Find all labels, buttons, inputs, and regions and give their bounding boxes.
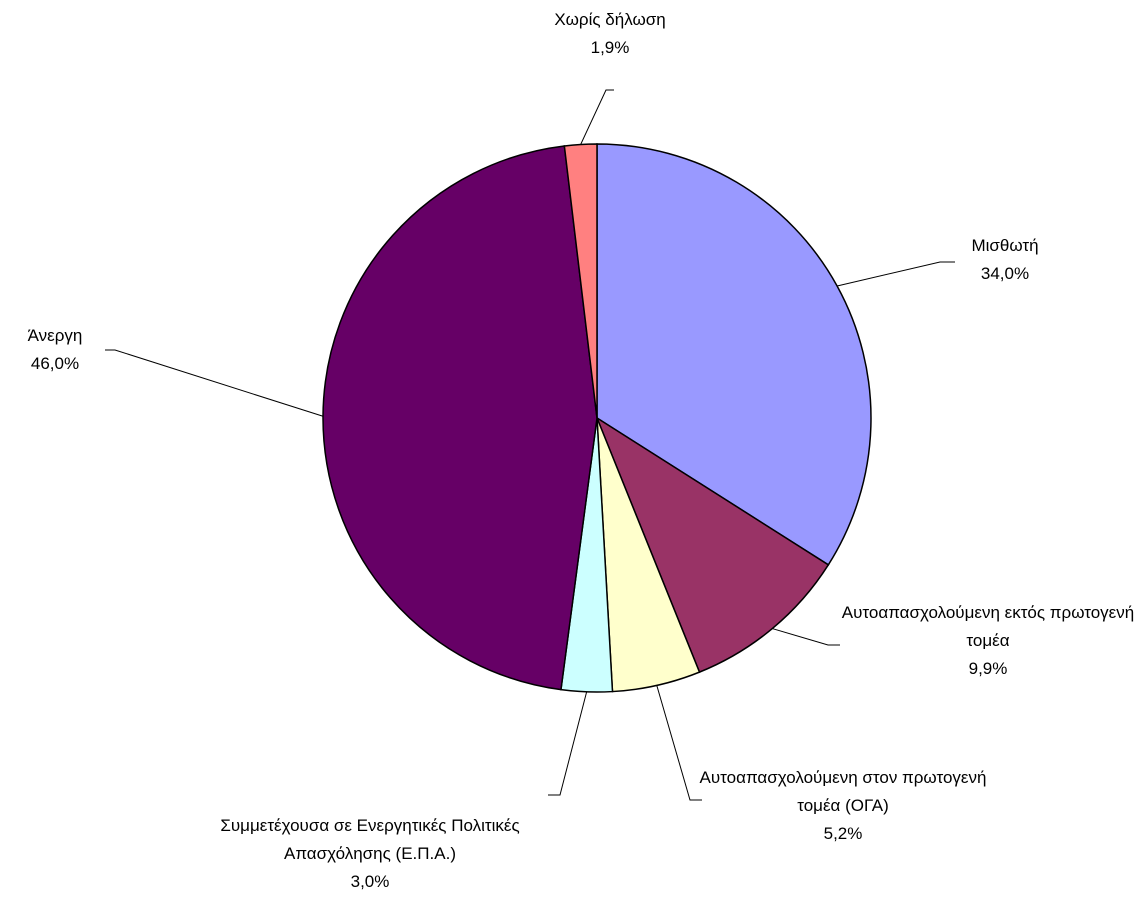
leader-line	[580, 89, 614, 145]
slice-label: Άνεργη 46,0%	[0, 322, 155, 378]
slice-label: Μισθωτή 34,0%	[905, 232, 1105, 288]
leader-line	[772, 628, 840, 646]
category-label: Αυτοαπασχολούμενη στον πρωτογενή τομέα (…	[699, 768, 987, 815]
pie-slice	[596, 143, 872, 566]
value-label: 3,0%	[350, 872, 390, 891]
category-label: Συμμετέχουσα σε Ενεργητικές Πολιτικές Απ…	[220, 816, 520, 863]
value-label: 5,2%	[823, 824, 863, 843]
pie-slice	[595, 416, 830, 674]
category-label: Χωρίς δήλωση	[554, 10, 666, 29]
value-label: 46,0%	[30, 354, 80, 373]
slice-label: Αυτοαπασχολούμενη εκτός πρωτογενή τομέα 9…	[838, 599, 1137, 683]
slice-label: Χωρίς δήλωση 1,9%	[510, 6, 710, 62]
value-label: 34,0%	[980, 264, 1030, 283]
leader-line	[548, 691, 588, 796]
category-label: Άνεργη	[27, 326, 83, 345]
slice-label: Συμμετέχουσα σε Ενεργητικές Πολιτικές Απ…	[195, 812, 545, 896]
slice-label: Αυτοαπασχολούμενη στον πρωτογενή τομέα (…	[698, 764, 988, 848]
value-label: 9,9%	[968, 659, 1008, 678]
category-label: Αυτοαπασχολούμενη εκτός πρωτογενή τομέα	[841, 603, 1135, 650]
leader-line	[656, 685, 702, 801]
leader-line	[105, 349, 324, 417]
leader-line	[836, 261, 955, 287]
pie-slice	[322, 145, 598, 691]
category-label: Μισθωτή	[971, 236, 1039, 255]
value-label: 1,9%	[590, 38, 630, 57]
